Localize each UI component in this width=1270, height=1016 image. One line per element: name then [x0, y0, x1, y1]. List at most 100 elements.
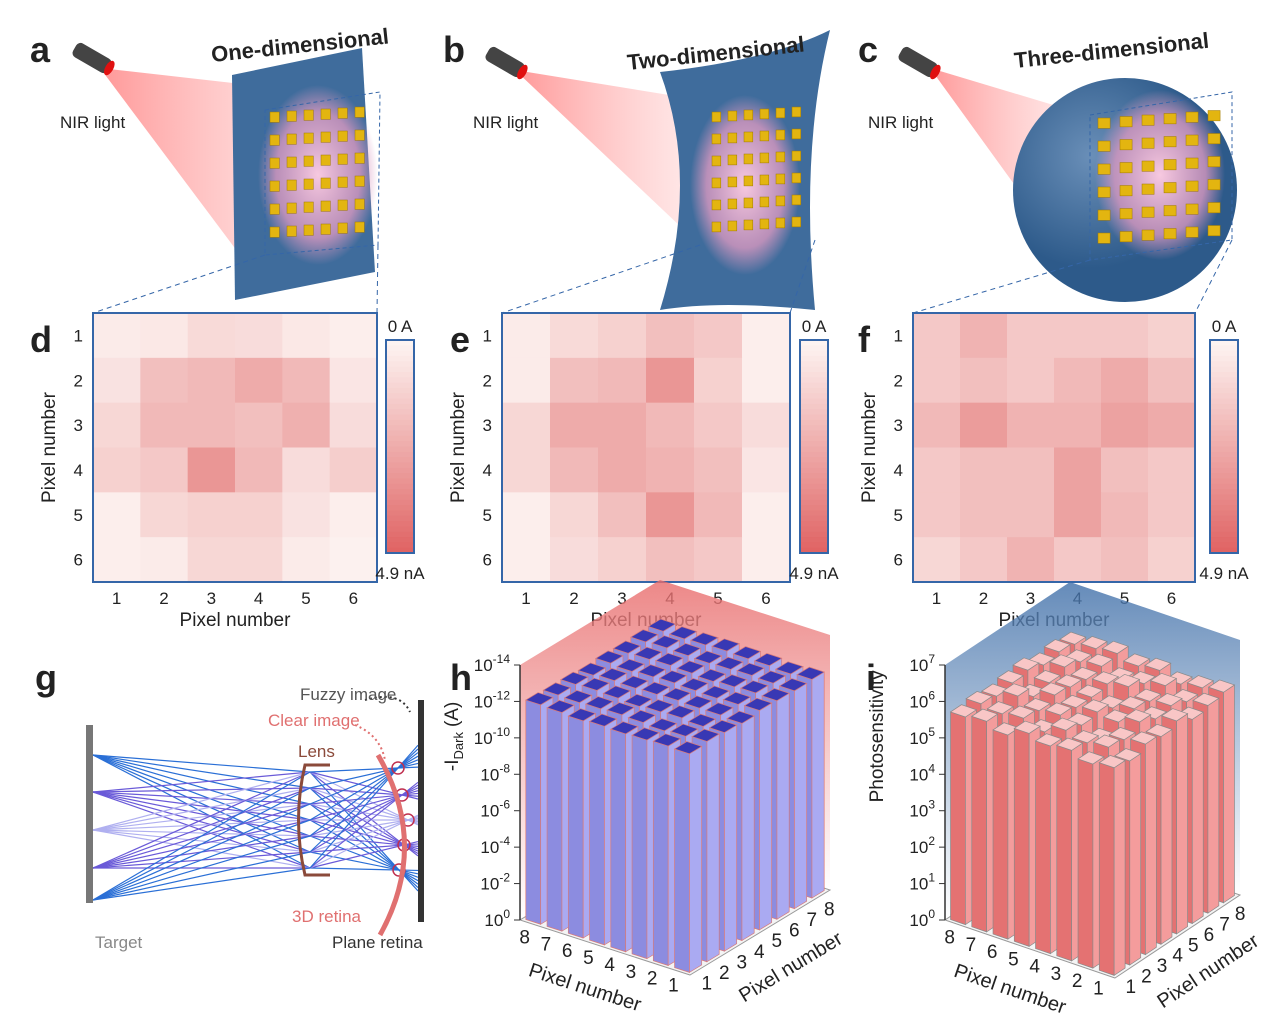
bar-top: [598, 668, 628, 682]
bar-top: [1108, 727, 1136, 741]
pixel-pad: [1097, 140, 1111, 152]
heat-cell: [598, 402, 647, 448]
bar-top: [629, 629, 659, 643]
colorbar-frame: [385, 339, 415, 554]
colorbar-step: [800, 382, 828, 389]
x-tick-label: 6: [349, 589, 358, 608]
bar-face: [1160, 728, 1173, 945]
z-tick-base: 10: [480, 802, 499, 821]
heat-cell: [235, 402, 283, 448]
heat-cell: [329, 537, 378, 583]
colorbar-step: [800, 435, 828, 442]
pixel-pad: [1163, 113, 1177, 125]
colorbar-frame: [1209, 339, 1239, 554]
pixel-pad: [1097, 186, 1111, 198]
panel-label: e: [450, 319, 470, 360]
heat-cell: [140, 537, 189, 583]
pixel-pad: [775, 107, 786, 119]
colorbar-step: [386, 430, 414, 437]
ray: [309, 867, 419, 872]
bar-top: [1013, 720, 1041, 734]
pixel-pad: [775, 195, 786, 207]
heat-cell: [187, 357, 236, 404]
heat-cell: [235, 537, 283, 583]
ray: [92, 754, 311, 821]
z-label-sub: Dark: [451, 732, 466, 760]
pixel-pad: [337, 107, 348, 119]
bar-top: [714, 656, 744, 670]
ray: [92, 829, 311, 853]
colorbar-step: [1210, 467, 1238, 474]
light-label: NIR light: [868, 113, 933, 132]
pixel-pad: [711, 199, 722, 211]
x-tick-label: 3: [1026, 589, 1035, 608]
bar-face: [610, 728, 627, 953]
heat-cell: [960, 402, 1008, 448]
colorbar-step: [1210, 382, 1238, 389]
pixel-pad: [303, 155, 314, 167]
bar-top: [594, 650, 624, 664]
heat-cell: [1054, 537, 1102, 583]
x-tick-label: 5: [583, 948, 594, 969]
colorbar-step: [1210, 355, 1238, 362]
colorbar-step: [800, 531, 828, 538]
bar-top: [1160, 708, 1189, 722]
z-tick-exponent: 2: [928, 834, 935, 848]
pixel-pad: [337, 130, 348, 142]
colorbar-step: [1210, 377, 1238, 384]
colorbar-step: [386, 515, 414, 522]
z-tick-label: 101: [909, 871, 935, 894]
heat-cell: [502, 492, 551, 538]
y-tick-label: 8: [824, 899, 835, 920]
x-tick-label: 8: [944, 928, 955, 949]
colorbar-step: [800, 414, 828, 421]
heat-cell: [93, 537, 141, 583]
colorbar-step: [386, 387, 414, 394]
z-tick-base: 10: [909, 875, 928, 894]
bar-face: [631, 734, 648, 960]
heat-cell: [550, 357, 599, 404]
pixel-pad: [286, 202, 297, 214]
bar-top: [711, 638, 741, 652]
device-a: [72, 42, 381, 300]
bar-top: [679, 678, 709, 692]
colorbar-step: [800, 526, 828, 533]
bar-face: [1145, 736, 1157, 956]
heat-cell: [1101, 537, 1149, 583]
x-tick-label: 3: [1051, 964, 1062, 985]
pixel-pad: [269, 203, 280, 215]
colorbar-label: 4.9 nA: [375, 564, 425, 583]
target-label: Target: [95, 933, 143, 952]
bar-top: [606, 702, 636, 716]
colorbar-step: [800, 441, 828, 447]
pixel-pad: [1163, 228, 1177, 240]
bar-top: [1134, 688, 1162, 702]
bar-top: [668, 626, 698, 640]
colorbar-step: [800, 537, 828, 543]
pixel-pad: [1119, 185, 1133, 197]
pixel-pad: [1185, 180, 1199, 192]
heat-cell: [960, 357, 1008, 404]
bar-top: [736, 662, 766, 676]
heat-cell: [913, 447, 961, 493]
pixel-pad: [1141, 183, 1155, 195]
colorbar-label: 0 A: [1212, 317, 1237, 336]
colorbar-step: [1210, 462, 1238, 469]
ray: [92, 787, 311, 869]
heat-cell: [282, 357, 331, 404]
ray: [92, 771, 311, 901]
bar-top: [1091, 671, 1120, 685]
x-tick-label: 4: [1029, 957, 1040, 978]
ray: [92, 867, 311, 901]
pixel-pad: [337, 176, 348, 188]
heat-cell: [646, 402, 695, 448]
y-tick-label: 6: [789, 921, 800, 942]
colorbar-step: [800, 393, 828, 400]
colorbar-step: [386, 467, 414, 474]
panel-label: b: [443, 29, 465, 70]
ray: [92, 771, 311, 793]
pixel-pad: [1119, 116, 1133, 128]
bar-top: [1081, 699, 1110, 713]
ray: [309, 744, 419, 869]
colorbar-step: [800, 371, 828, 378]
